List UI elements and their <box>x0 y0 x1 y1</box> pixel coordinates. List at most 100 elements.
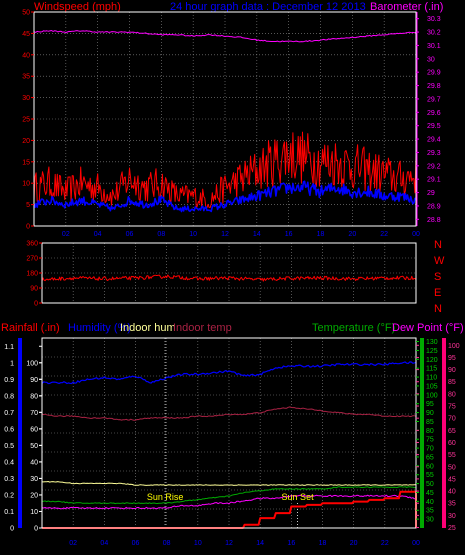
direction-axis-label: 90 <box>30 286 38 293</box>
direction-axis-label: 270 <box>26 256 38 263</box>
x-tick-label: 16 <box>285 231 293 238</box>
dew-axis-label: 70 <box>448 416 456 423</box>
wind-axis-label: 10 <box>22 181 30 188</box>
x-tick-label: 06 <box>126 231 134 238</box>
rain-axis-label: 0.6 <box>4 426 14 433</box>
temp-axis-label: 80 <box>426 428 434 435</box>
temp-axis-label: 75 <box>426 437 434 444</box>
temp-axis-label: 95 <box>426 401 434 408</box>
x-tick-label: 20 <box>350 540 358 547</box>
windspeed-label: Windspeed (mph) <box>34 1 121 13</box>
temp-axis-label: 30 <box>426 517 434 524</box>
barometer-line <box>33 30 417 43</box>
humidity-axis-label: 100 <box>26 360 38 367</box>
temp-axis-label: 65 <box>426 454 434 461</box>
x-tick-label: 10 <box>194 540 202 547</box>
dew-axis-label: 85 <box>448 379 456 386</box>
humidity-line <box>41 361 417 385</box>
wind-axis-label: 0 <box>26 224 30 231</box>
dew-axis-label: 50 <box>448 464 456 471</box>
x-tick-label: 00 <box>412 231 420 238</box>
x-tick-label: 14 <box>256 540 264 547</box>
direction-axis-label: 0 <box>34 301 38 308</box>
temp-axis-label: 40 <box>426 499 434 506</box>
x-tick-label: 10 <box>189 231 197 238</box>
rain-axis-label: 0.1 <box>4 509 14 516</box>
dew-axis-label: 35 <box>448 501 456 508</box>
temp-axis-label: 45 <box>426 490 434 497</box>
wind-axis-label: 30 <box>22 95 30 102</box>
x-tick-label: 18 <box>319 540 327 547</box>
humidity-axis-label: 90 <box>30 377 38 384</box>
x-tick-label: 00 <box>412 540 420 547</box>
dew-axis-label: 55 <box>448 452 456 459</box>
humidity-axis-label: 20 <box>30 492 38 499</box>
graph-title: 24 hour graph data : December 12 2013 <box>170 1 366 13</box>
temp-axis-label: 35 <box>426 508 434 515</box>
x-tick-label: 02 <box>69 540 77 547</box>
wind-axis-label: 50 <box>22 10 30 17</box>
direction-axis-label: 180 <box>26 271 38 278</box>
dew-axis-label: 75 <box>448 404 456 411</box>
wind-direction-line <box>41 274 417 282</box>
temp-axis-label: 105 <box>426 383 438 390</box>
baro-axis-label: 30 <box>427 56 435 63</box>
baro-axis-label: 30.3 <box>427 16 441 23</box>
humidity-axis-label: 30 <box>30 476 38 483</box>
wind-axis-label: 15 <box>22 159 30 166</box>
x-tick-label: 06 <box>132 540 140 547</box>
temp-axis-label: 55 <box>426 472 434 479</box>
rain-axis-label: 0.3 <box>4 476 14 483</box>
humidity-axis-label: 60 <box>30 426 38 433</box>
compass-label: W <box>434 255 445 267</box>
dew-axis-label: 25 <box>448 525 456 532</box>
wind-axis-label: 40 <box>22 52 30 59</box>
baro-axis-label: 29.7 <box>427 96 441 103</box>
compass-label: N <box>434 239 442 251</box>
wind-axis-label: 25 <box>22 117 30 124</box>
humidity-axis-label: 40 <box>30 459 38 466</box>
x-tick-label: 08 <box>157 231 165 238</box>
x-tick-label: 02 <box>62 231 70 238</box>
dew-axis-label: 30 <box>448 513 456 520</box>
rain-axis-label: 0.7 <box>4 410 14 417</box>
dew-axis-label: 45 <box>448 476 456 483</box>
baro-axis-label: 29.1 <box>427 177 441 184</box>
dew-axis-label: 65 <box>448 428 456 435</box>
barometer-label: Barometer (.in) <box>370 1 443 13</box>
baro-axis-label: 29.4 <box>427 137 441 144</box>
legend-indoor-hum: Indoor hum <box>120 322 176 334</box>
humidity-axis-label: 70 <box>30 410 38 417</box>
rain-axis-label: 1 <box>10 360 14 367</box>
rain-axis-label: 0.5 <box>4 443 14 450</box>
compass-label: E <box>434 287 441 299</box>
dew-axis-label: 95 <box>448 355 456 362</box>
temp-axis-label: 85 <box>426 419 434 426</box>
compass-label: N <box>434 303 442 315</box>
dew-axis-label: 40 <box>448 489 456 496</box>
rain-axis-label: 0.2 <box>4 492 14 499</box>
baro-axis-label: 28.8 <box>427 217 441 224</box>
temp-axis-label: 110 <box>426 375 437 382</box>
temp-axis-label: 50 <box>426 481 434 488</box>
wind-axis-label: 20 <box>22 138 30 145</box>
baro-axis-label: 29.8 <box>427 83 441 90</box>
x-tick-label: 04 <box>94 231 102 238</box>
dew-axis-label: 90 <box>448 367 456 374</box>
windspeed-line <box>33 131 417 209</box>
indoor-hum-line <box>42 481 416 486</box>
humidity-axis-label: 50 <box>30 443 38 450</box>
wind-axis-label: 45 <box>22 31 30 38</box>
legend-indoor-temp: Indoor temp <box>173 322 232 334</box>
temp-axis-bar <box>420 338 424 528</box>
rain-axis-label: 1.1 <box>4 344 14 351</box>
temp-axis-label: 130 <box>426 339 438 346</box>
humidity-axis-label: 80 <box>30 393 38 400</box>
baro-axis-label: 30.2 <box>427 30 441 37</box>
baro-axis-label: 29.9 <box>427 70 441 77</box>
x-tick-label: 04 <box>100 540 108 547</box>
temp-axis-label: 125 <box>426 348 438 355</box>
direction-axis-label: 360 <box>26 241 38 248</box>
legend-dew-point: Dew Point (°F) <box>392 322 464 334</box>
